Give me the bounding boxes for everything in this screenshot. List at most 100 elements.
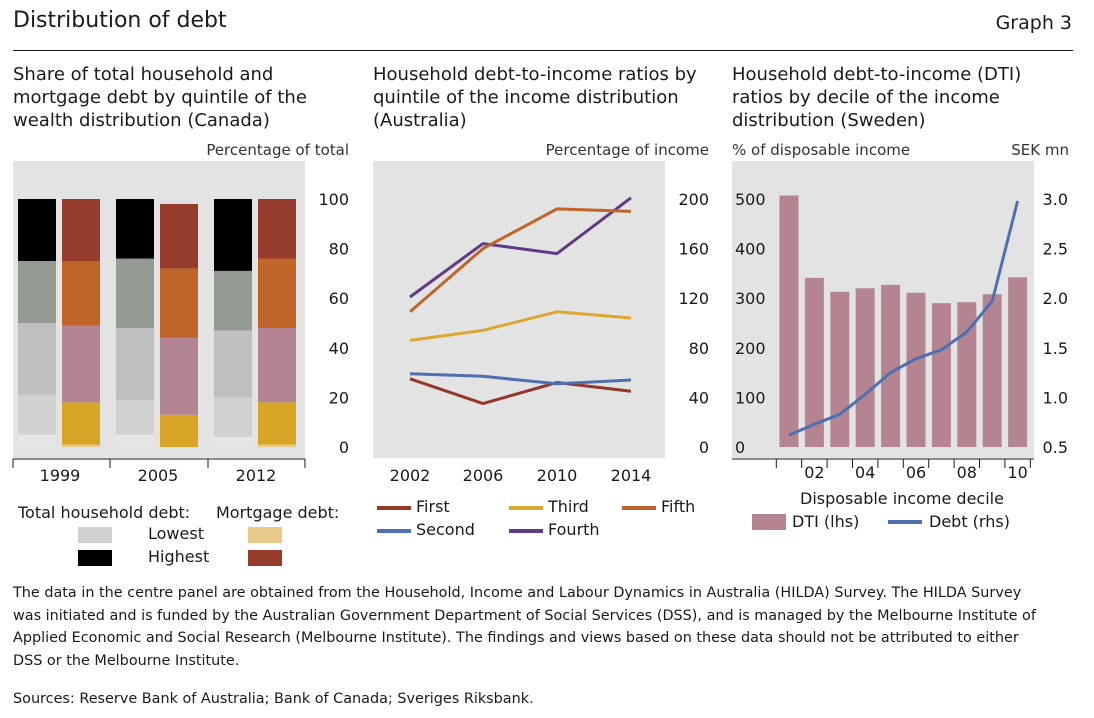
left-panel-title: Share of total household and mortgage de… [13, 63, 307, 132]
legend-total-label: Total household debt: [18, 503, 191, 522]
x-tick-label: 08 [957, 463, 977, 482]
left-title-line: mortgage debt by quintile of the [13, 87, 307, 108]
y-tick-label: 80 [329, 240, 349, 259]
mortgage-debt-bar-segment [160, 203, 198, 269]
centre-panel-title: Household debt-to-income ratios by quint… [373, 63, 697, 132]
y-tick-label: 60 [329, 289, 349, 308]
legend-third-label: Third [548, 497, 589, 516]
sweden-bar-line-chart: 0 100 200 300 400 500 0.5 1.0 1.5 2.0 2.5 3.0 02 04 06… [732, 161, 1068, 482]
total-debt-bar-segment [116, 399, 154, 435]
x-tick-label: 1999 [40, 466, 81, 485]
right-title-line: ratios by decile of the income [732, 87, 1000, 108]
legend-second-label: Second [416, 520, 475, 539]
series-line-second [409, 372, 632, 386]
legend-second-line [377, 529, 411, 533]
total-debt-bar-segment [116, 199, 154, 259]
legend-fourth-line [509, 529, 543, 533]
mortgage-debt-bar-segment [258, 444, 296, 447]
footnote-line: was initiated and is funded by the Austr… [13, 607, 1036, 624]
x-tick-label: 2012 [236, 466, 277, 485]
legend-lowest-label: Lowest [148, 524, 204, 543]
total-debt-bar-segment [116, 327, 154, 400]
footnote-line: The data in the centre panel are obtaine… [13, 585, 1022, 601]
total-debt-bar-segment [18, 261, 56, 323]
centre-title-line: (Australia) [373, 110, 467, 131]
legend-fifth-label: Fifth [661, 497, 696, 516]
legend-third-line [509, 506, 543, 510]
debt-line [788, 200, 1020, 437]
x-tick-label: 2006 [463, 466, 504, 485]
footnote: The data in the centre panel are obtaine… [13, 582, 1075, 673]
legend-debt-line [888, 520, 922, 524]
mortgage-debt-bar-segment [160, 268, 198, 338]
dti-bar [906, 292, 926, 447]
left-unit-label: Percentage of total [206, 141, 349, 159]
right-y-tick-label: 3.0 [1043, 190, 1068, 209]
legend-lowest-mortgage-swatch [248, 527, 282, 543]
footnote-line: DSS or the Melbourne Institute. [13, 653, 240, 670]
right-y-tick-label: 0.5 [1043, 438, 1068, 457]
x-tick-label: 04 [855, 463, 875, 482]
mortgage-debt-bar-segment [160, 337, 198, 415]
right-y-tick-label: 1.5 [1043, 339, 1068, 358]
left-plot-area [13, 161, 305, 458]
mortgage-debt-bar-segment [258, 402, 296, 445]
legend-fourth-label: Fourth [548, 520, 600, 539]
x-tick-label: 2010 [537, 466, 578, 485]
dti-bar [931, 303, 951, 447]
y-tick-label: 20 [329, 388, 349, 407]
left-y-tick-label: 300 [735, 289, 766, 308]
left-y-tick-label: 400 [735, 240, 766, 259]
total-debt-bar-segment [18, 434, 56, 447]
legend-lowest-total-swatch [78, 527, 112, 543]
total-debt-bar-segment [214, 437, 252, 447]
series-line-first [409, 377, 632, 406]
y-tick-label: 40 [689, 388, 709, 407]
y-tick-label: 160 [678, 240, 709, 259]
mortgage-debt-bar-segment [160, 414, 198, 447]
canada-stacked-bar-chart: 1999 2005 2012 0 20 40 60 80 100 [12, 161, 349, 485]
left-y-tick-label: 0 [735, 438, 745, 457]
total-debt-bar-segment [18, 199, 56, 261]
total-debt-bar-segment [18, 323, 56, 395]
y-tick-label: 80 [689, 339, 709, 358]
x-tick-label: 2002 [390, 466, 431, 485]
y-tick-label: 0 [699, 438, 709, 457]
left-title-line: wealth distribution (Canada) [13, 110, 270, 131]
legend-fifth-line [622, 506, 656, 510]
mortgage-debt-bar-segment [258, 258, 296, 328]
mortgage-debt-bar-segment [62, 444, 100, 447]
x-tick-label: 2005 [138, 466, 179, 485]
centre-title-line: quintile of the income distribution [373, 87, 679, 108]
right-y-tick-label: 1.0 [1043, 388, 1068, 407]
right-title-line: Household debt-to-income (DTI) [732, 64, 1022, 85]
legend-debt-label: Debt (rhs) [929, 512, 1010, 531]
right-y-tick-label: 2.0 [1043, 289, 1068, 308]
total-debt-bar-segment [214, 397, 252, 438]
y-tick-label: 120 [678, 289, 709, 308]
centre-title-line: Household debt-to-income ratios by [373, 64, 697, 85]
dti-bar [881, 284, 901, 447]
right-y-tick-label: 2.5 [1043, 240, 1068, 259]
footnote-line: Applied Economic and Social Research (Me… [13, 630, 1019, 647]
y-tick-label: 0 [339, 438, 349, 457]
mortgage-debt-bar-segment [62, 402, 100, 445]
dti-bar [982, 294, 1002, 447]
left-title-line: Share of total household and [13, 64, 274, 85]
left-y-tick-label: 200 [735, 339, 766, 358]
x-tick-label: 10 [1007, 463, 1027, 482]
page-title: Distribution of debt [13, 8, 227, 33]
dti-bar [804, 277, 824, 447]
legend-first-label: First [416, 497, 450, 516]
legend-highest-total-swatch [78, 550, 112, 566]
total-debt-bar-segment [214, 199, 252, 271]
left-y-tick-label: 100 [735, 388, 766, 407]
y-tick-label: 40 [329, 339, 349, 358]
series-line-third [409, 310, 632, 342]
legend-highest-mortgage-swatch [248, 550, 282, 566]
dti-bar [830, 291, 850, 447]
total-debt-bar-segment [116, 434, 154, 447]
dti-bar [779, 195, 799, 447]
legend-dti-label: DTI (lhs) [792, 512, 860, 531]
right-x-axis-label: Disposable income decile [800, 489, 1004, 508]
